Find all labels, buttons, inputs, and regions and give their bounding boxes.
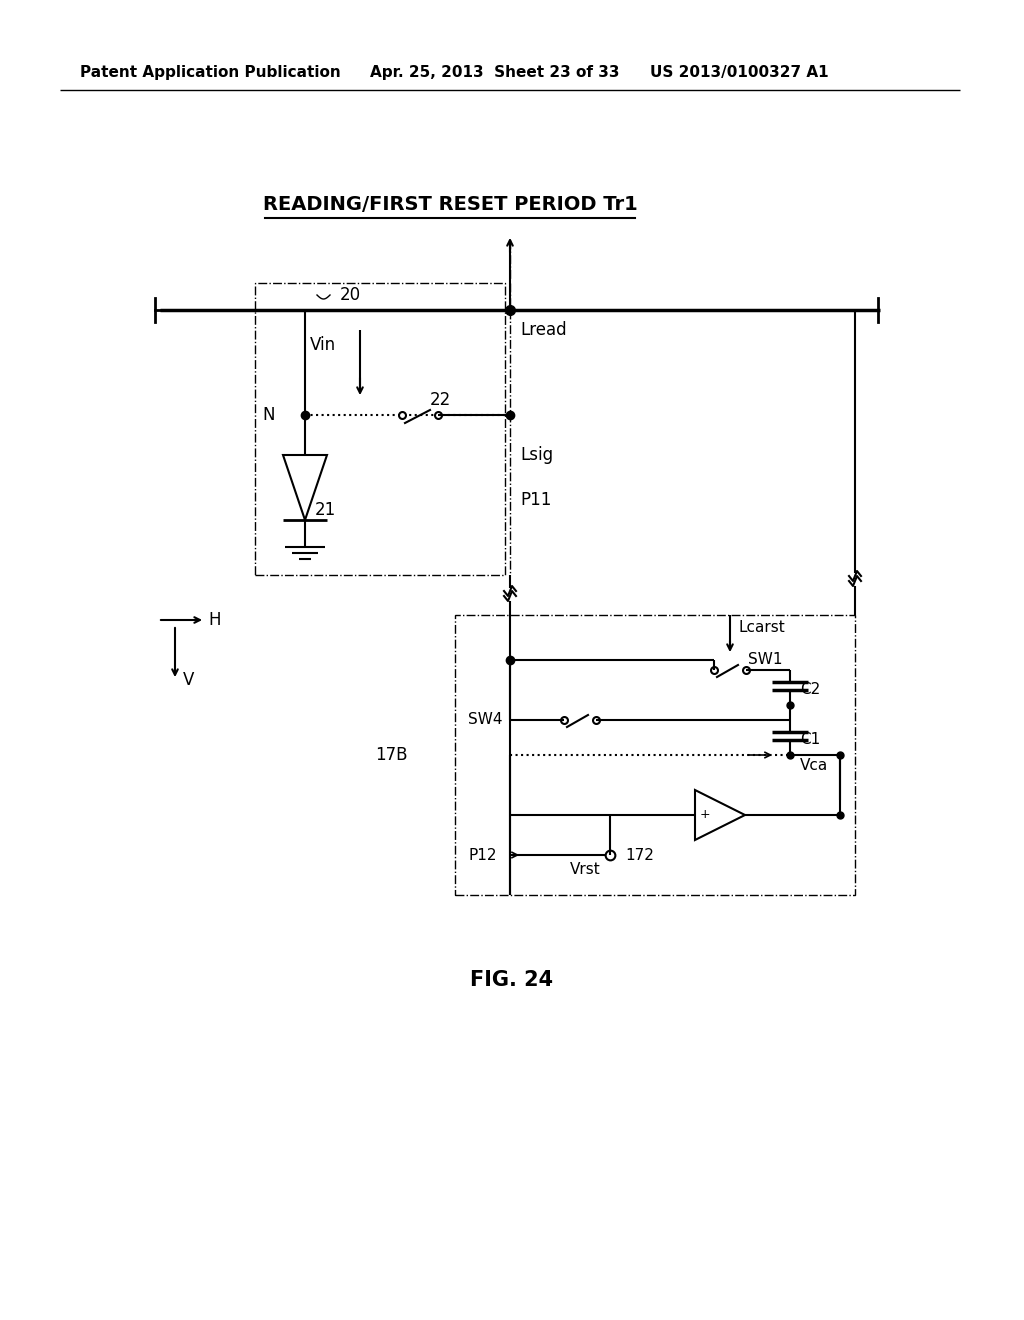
Text: SW4: SW4	[468, 713, 503, 727]
Bar	[255, 282, 505, 576]
Text: 20: 20	[340, 286, 361, 304]
Text: C2: C2	[800, 682, 820, 697]
Text: Lcarst: Lcarst	[738, 620, 784, 635]
Text: Lread: Lread	[520, 321, 566, 339]
Text: P11: P11	[520, 491, 551, 510]
Text: Vin: Vin	[310, 337, 336, 354]
Bar	[455, 615, 855, 895]
Text: Apr. 25, 2013  Sheet 23 of 33: Apr. 25, 2013 Sheet 23 of 33	[370, 65, 620, 79]
Text: 17B: 17B	[375, 746, 408, 764]
Text: 172: 172	[625, 847, 654, 862]
Text: US 2013/0100327 A1: US 2013/0100327 A1	[650, 65, 828, 79]
Text: FIG. 24: FIG. 24	[470, 970, 554, 990]
Text: 21: 21	[315, 502, 336, 519]
Text: SW1: SW1	[748, 652, 782, 668]
Text: V: V	[183, 671, 195, 689]
Text: H: H	[208, 611, 220, 630]
Text: READING/FIRST RESET PERIOD Tr1: READING/FIRST RESET PERIOD Tr1	[262, 195, 637, 214]
Text: +: +	[700, 808, 711, 821]
Text: N: N	[262, 407, 274, 424]
Text: 22: 22	[430, 391, 452, 409]
Text: Lsig: Lsig	[520, 446, 553, 465]
Text: Vrst: Vrst	[570, 862, 601, 878]
Text: P12: P12	[468, 847, 497, 862]
Text: Patent Application Publication: Patent Application Publication	[80, 65, 341, 79]
Text: Vca: Vca	[800, 758, 828, 772]
Text: C1: C1	[800, 733, 820, 747]
